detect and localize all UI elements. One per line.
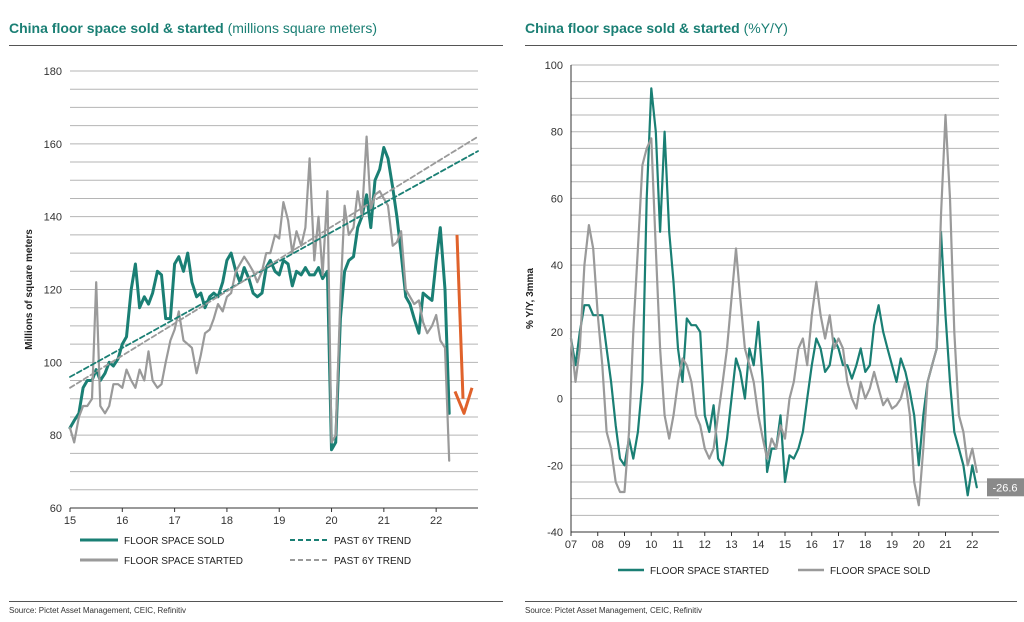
x-tick-label: 16: [806, 539, 818, 551]
left-chart-title: China floor space sold & started (millio…: [9, 20, 377, 36]
x-tick-label: 21: [378, 515, 390, 527]
legend-label: PAST 6Y TREND: [334, 536, 411, 547]
series-line-floor-space-sold: [68, 146, 451, 452]
y-tick-label: -40: [547, 527, 563, 539]
x-tick-label: 10: [645, 539, 657, 551]
series-line-past-6y-trend: [69, 150, 479, 378]
right-source-note: Source: Pictet Asset Management, CEIC, R…: [525, 606, 702, 615]
left-source-note: Source: Pictet Asset Management, CEIC, R…: [9, 606, 186, 615]
right-footer-rule: [525, 601, 1017, 602]
y-tick-label: 60: [50, 503, 62, 515]
legend-label: FLOOR SPACE SOLD: [124, 536, 224, 547]
x-tick-label: 15: [64, 515, 76, 527]
legend-label: FLOOR SPACE STARTED: [124, 556, 243, 567]
series-line-past-6y-trend: [69, 135, 479, 389]
x-tick-label: 15: [779, 539, 791, 551]
x-tick-label: 19: [273, 515, 285, 527]
x-tick-label: 20: [325, 515, 337, 527]
x-tick-label: 09: [618, 539, 630, 551]
down-arrow-shaft: [455, 234, 465, 399]
x-tick-label: 07: [565, 539, 577, 551]
left-title-text: China floor space sold & started: [9, 20, 224, 36]
y-tick-label: 20: [551, 327, 563, 339]
x-tick-label: 16: [116, 515, 128, 527]
y-axis-label: Millions of square meters: [24, 229, 35, 350]
y-tick-label: 100: [545, 60, 563, 72]
x-tick-label: 22: [966, 539, 978, 551]
y-tick-label: 0: [557, 394, 563, 406]
end-value-label: -26.6: [992, 482, 1017, 494]
x-tick-label: 19: [886, 539, 898, 551]
legend-label: FLOOR SPACE STARTED: [650, 566, 769, 577]
y-tick-label: 80: [50, 430, 62, 442]
x-tick-label: 18: [221, 515, 233, 527]
y-tick-label: -20: [547, 460, 563, 472]
y-axis-label: % Y/Y, 3mma: [525, 268, 536, 329]
right-chart-title: China floor space sold & started (%Y/Y): [525, 20, 788, 36]
x-tick-label: 08: [592, 539, 604, 551]
left-line-chart: 60 80 100 120 140 160 180 15 16 17 18 19 20 21 22 Milli…: [24, 66, 479, 567]
y-tick-label: 140: [44, 212, 62, 224]
x-tick-label: 13: [725, 539, 737, 551]
x-tick-label: 22: [430, 515, 442, 527]
right-line-chart: -40 -20 0 20 40 60 80 100 07 08 09 10 11 12 13 14 15 16 17…: [525, 60, 1024, 577]
right-title-subtitle: (%Y/Y): [743, 20, 788, 36]
x-tick-label: 14: [752, 539, 764, 551]
y-tick-label: 100: [44, 357, 62, 369]
y-tick-label: 160: [44, 139, 62, 151]
y-tick-label: 180: [44, 66, 62, 78]
right-title-rule: [525, 45, 1017, 46]
y-tick-label: 40: [551, 260, 563, 272]
x-tick-label: 18: [859, 539, 871, 551]
left-title-rule: [9, 45, 503, 46]
x-tick-label: 17: [168, 515, 180, 527]
legend-label: PAST 6Y TREND: [334, 556, 411, 567]
x-tick-label: 12: [699, 539, 711, 551]
series-line-floor-space-started: [569, 87, 978, 497]
x-tick-label: 17: [832, 539, 844, 551]
right-title-text: China floor space sold & started: [525, 20, 740, 36]
y-tick-label: 120: [44, 285, 62, 297]
left-title-subtitle: (millions square meters): [227, 20, 377, 36]
x-tick-label: 11: [672, 539, 683, 551]
end-value-badge: [987, 478, 1024, 497]
down-arrow-head: [453, 387, 474, 415]
legend-label: FLOOR SPACE SOLD: [830, 566, 930, 577]
left-footer-rule: [9, 601, 503, 602]
series-line-floor-space-sold: [569, 113, 978, 507]
y-tick-label: 80: [551, 127, 563, 139]
y-tick-label: 60: [551, 193, 563, 205]
x-tick-label: 21: [939, 539, 951, 551]
x-tick-label: 20: [913, 539, 925, 551]
